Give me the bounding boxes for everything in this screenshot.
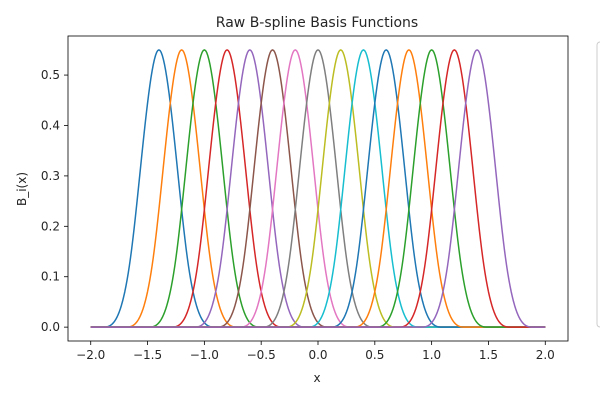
y-axis-ticks: 0.0 0.1 0.2 0.3 0.4 0.5: [41, 68, 68, 334]
y-axis-label: B_i(x): [15, 172, 29, 206]
series-line-b-4: [90, 49, 546, 328]
series-line-b-3: [90, 49, 546, 328]
x-tick-label: 2.0: [536, 348, 555, 362]
series-line-b-7: [90, 49, 546, 328]
series-line-b-10: [90, 49, 546, 328]
y-tick-label: 0.2: [41, 219, 60, 233]
series-line-b-6: [90, 49, 546, 328]
chart-title: Raw B-spline Basis Functions: [216, 15, 418, 31]
series-lines: [90, 49, 546, 328]
x-tick-label: 1.5: [479, 348, 498, 362]
y-tick-label: 0.0: [41, 320, 60, 334]
series-line-b-9: [90, 49, 546, 328]
series-line-b-12: [90, 49, 546, 328]
series-line-b-8: [90, 49, 546, 328]
series-line-b-2: [90, 49, 546, 328]
series-line-b-11: [90, 49, 546, 328]
series-line-b-13: [90, 49, 546, 328]
x-tick-label: −1.5: [133, 348, 162, 362]
series-line-b-14: [90, 49, 546, 328]
x-tick-label: −1.0: [190, 348, 219, 362]
y-tick-label: 0.5: [41, 68, 60, 82]
y-tick-label: 0.4: [41, 118, 60, 132]
series-line-b-0: [90, 49, 546, 328]
legend-box: [596, 41, 600, 328]
x-tick-label: −2.0: [76, 348, 105, 362]
y-tick-label: 0.3: [41, 169, 60, 183]
x-tick-label: −0.5: [247, 348, 276, 362]
plot-frame: [67, 35, 569, 342]
series-line-b-1: [90, 49, 546, 328]
y-tick-label: 0.1: [41, 270, 60, 284]
x-axis-label: x: [313, 371, 320, 385]
x-tick-label: 0.5: [365, 348, 384, 362]
x-tick-label: 0.0: [308, 348, 327, 362]
series-line-b-5: [90, 49, 546, 328]
x-tick-label: 1.0: [422, 348, 441, 362]
x-axis-ticks: −2.0 −1.5 −1.0 −0.5 0.0 0.5 1.0 1.5 2.0: [76, 341, 555, 362]
